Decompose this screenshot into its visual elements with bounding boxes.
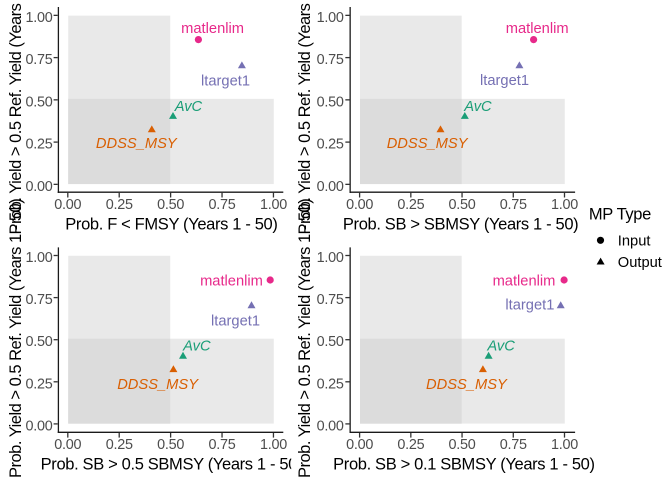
svg-text:0.25: 0.25: [106, 437, 133, 453]
svg-text:1.00: 1.00: [25, 250, 52, 266]
svg-text:0.25: 0.25: [25, 376, 52, 392]
svg-text:0.25: 0.25: [106, 197, 133, 213]
svg-text:MP Type: MP Type: [589, 206, 651, 224]
svg-text:0.75: 0.75: [25, 52, 52, 68]
svg-text:DDSS_MSY: DDSS_MSY: [426, 377, 508, 393]
svg-text:0.50: 0.50: [449, 197, 476, 213]
svg-text:0.00: 0.00: [346, 437, 373, 453]
svg-text:ltarget1: ltarget1: [211, 313, 260, 329]
svg-text:1.00: 1.00: [25, 10, 52, 26]
svg-text:1.00: 1.00: [551, 197, 578, 213]
svg-text:0.00: 0.00: [25, 418, 52, 434]
svg-text:Prob. Yield > 0.5 Ref. Yield (: Prob. Yield > 0.5 Ref. Yield (Years 1 - …: [7, 199, 25, 478]
svg-text:0.75: 0.75: [500, 437, 527, 453]
svg-text:Prob. Yield > 0.5 Ref. Yield (: Prob. Yield > 0.5 Ref. Yield (Years 1 - …: [296, 199, 314, 478]
svg-text:0.50: 0.50: [25, 334, 52, 350]
svg-text:0.50: 0.50: [317, 334, 344, 350]
svg-text:Prob. SB > 0.1 SBMSY (Years 1: Prob. SB > 0.1 SBMSY (Years 1 - 50): [333, 456, 595, 474]
svg-text:1.00: 1.00: [260, 437, 287, 453]
svg-text:0.50: 0.50: [157, 437, 184, 453]
svg-text:DDSS_MSY: DDSS_MSY: [387, 136, 469, 152]
svg-text:1.00: 1.00: [260, 197, 287, 213]
svg-text:0.00: 0.00: [54, 437, 81, 453]
svg-text:0.50: 0.50: [25, 94, 52, 110]
svg-text:0.25: 0.25: [25, 137, 52, 153]
svg-text:matlenlim: matlenlim: [506, 21, 569, 37]
svg-text:ltarget1: ltarget1: [480, 73, 529, 89]
svg-text:ltarget1: ltarget1: [201, 73, 250, 89]
svg-text:AvC: AvC: [486, 339, 515, 355]
svg-text:0.25: 0.25: [397, 197, 424, 213]
svg-text:AvC: AvC: [463, 99, 492, 115]
svg-text:AvC: AvC: [182, 339, 211, 355]
svg-text:0.50: 0.50: [157, 197, 184, 213]
svg-text:0.75: 0.75: [209, 197, 236, 213]
svg-text:0.25: 0.25: [397, 437, 424, 453]
svg-text:matlenlim: matlenlim: [181, 21, 244, 37]
svg-text:0.25: 0.25: [317, 137, 344, 153]
svg-text:matlenlim: matlenlim: [493, 273, 556, 289]
svg-text:0.75: 0.75: [317, 292, 344, 308]
svg-text:0.50: 0.50: [449, 437, 476, 453]
svg-text:0.75: 0.75: [209, 437, 236, 453]
svg-text:Output: Output: [618, 255, 662, 271]
svg-text:0.75: 0.75: [317, 52, 344, 68]
svg-text:ltarget1: ltarget1: [505, 298, 554, 314]
svg-text:Prob. F < FMSY (Years 1 - 50): Prob. F < FMSY (Years 1 - 50): [65, 216, 277, 234]
svg-text:AvC: AvC: [174, 99, 203, 115]
svg-text:Prob. Yield > 0.5 Ref. Yield (: Prob. Yield > 0.5 Ref. Yield (Years 1 - …: [7, 0, 25, 235]
svg-text:0.25: 0.25: [317, 376, 344, 392]
svg-text:1.00: 1.00: [317, 10, 344, 26]
svg-text:0.75: 0.75: [500, 197, 527, 213]
svg-text:0.00: 0.00: [317, 179, 344, 195]
svg-text:1.00: 1.00: [317, 250, 344, 266]
svg-text:Prob. Yield > 0.5 Ref. Yield (: Prob. Yield > 0.5 Ref. Yield (Years 1 - …: [296, 0, 314, 235]
svg-text:0.75: 0.75: [25, 292, 52, 308]
svg-text:DDSS_MSY: DDSS_MSY: [96, 136, 178, 152]
svg-text:DDSS_MSY: DDSS_MSY: [117, 377, 199, 393]
svg-text:0.50: 0.50: [317, 94, 344, 110]
svg-text:matlenlim: matlenlim: [200, 273, 263, 289]
svg-text:Prob. SB > SBMSY (Years 1 - 50: Prob. SB > SBMSY (Years 1 - 50): [343, 216, 578, 234]
svg-text:Prob. SB > 0.5 SBMSY (Years 1: Prob. SB > 0.5 SBMSY (Years 1 - 50): [41, 456, 303, 474]
svg-text:0.00: 0.00: [54, 197, 81, 213]
svg-text:1.00: 1.00: [551, 437, 578, 453]
svg-text:0.00: 0.00: [25, 179, 52, 195]
svg-text:0.00: 0.00: [346, 197, 373, 213]
svg-text:0.00: 0.00: [317, 418, 344, 434]
svg-text:Input: Input: [618, 234, 651, 250]
